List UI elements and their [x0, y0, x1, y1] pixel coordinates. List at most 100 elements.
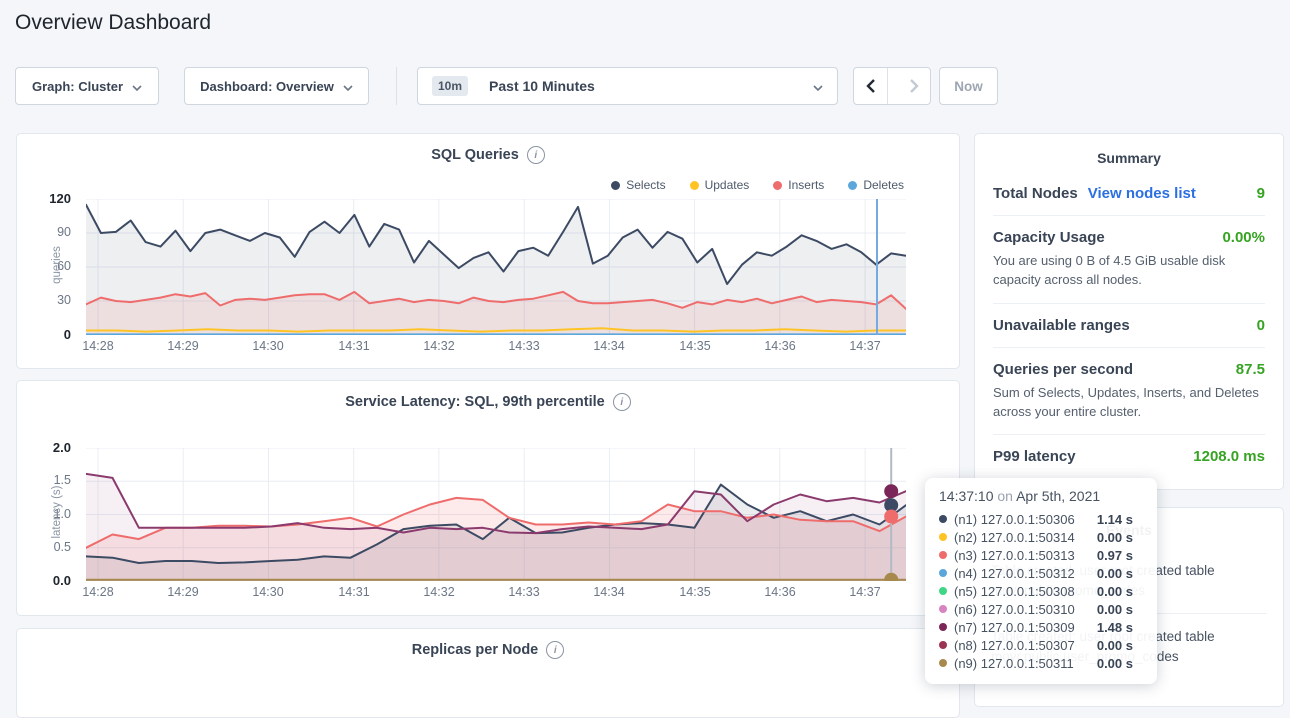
chevron-down-icon: [132, 79, 142, 94]
summary-label: P99 latency: [993, 448, 1076, 466]
legend-item-inserts[interactable]: Inserts: [773, 178, 824, 192]
tooltip-row: (n1) 127.0.0.1:50306 1.14 s: [939, 510, 1143, 528]
tooltip-value: 0.97 s: [1096, 547, 1133, 563]
summary-row-head: P99 latency 1208.0 ms: [993, 448, 1265, 465]
tooltip-value: 0.00 s: [1096, 529, 1133, 545]
series-dot-icon: [939, 569, 947, 577]
x-axis-labels: 14:28 14:29 14:30 14:31 14:32 14:33 14:34 14:35…: [82, 585, 906, 601]
y-tick-label: 0: [63, 327, 71, 342]
hover-dot: [884, 509, 899, 524]
y-tick-label: 120: [49, 191, 71, 206]
hover-dot: [884, 498, 899, 513]
now-button[interactable]: Now: [939, 67, 998, 105]
info-icon[interactable]: [612, 393, 631, 411]
x-tick-label: 14:32: [423, 339, 455, 353]
x-tick-label: 14:34: [593, 585, 625, 599]
y-axis-unit: queries: [51, 246, 63, 284]
chevron-down-icon: [813, 78, 823, 94]
summary-row: Total Nodes View nodes list 9: [993, 172, 1265, 216]
legend-item-deletes[interactable]: Deletes: [848, 178, 904, 192]
graph-scope-dropdown[interactable]: Graph: Cluster: [15, 67, 159, 105]
tooltip-node: (n5) 127.0.0.1:50308: [954, 583, 1075, 599]
chevron-right-icon: [909, 79, 919, 93]
tooltip-value: 0.00 s: [1096, 655, 1133, 671]
sql-queries-chart[interactable]: [86, 199, 906, 335]
chart-title-row: Service Latency: SQL, 99th percentile: [17, 393, 959, 411]
summary-row: Capacity Usage 0.00% You are using 0 B of …: [993, 216, 1265, 304]
x-tick-label: 14:28: [82, 585, 114, 599]
info-icon[interactable]: [546, 641, 565, 659]
step-forward-button[interactable]: [897, 68, 930, 104]
summary-value: 1208.0 ms: [1193, 448, 1265, 466]
x-tick-label: 14:33: [508, 339, 540, 353]
chart-title-row: SQL Queries: [17, 146, 959, 164]
chart-line--n7-127-0-0-1-50309: [86, 472, 906, 535]
chevron-down-icon: [343, 79, 353, 94]
view-nodes-link[interactable]: View nodes list: [1087, 185, 1196, 202]
summary-label: Capacity Usage: [993, 229, 1105, 246]
tooltip-value: 1.48 s: [1096, 619, 1133, 635]
chart-title-row: Replicas per Node: [17, 641, 959, 659]
chart-line--n3-127-0-0-1-50313: [86, 496, 906, 549]
tooltip-row: (n8) 127.0.0.1:50307 0.00 s: [939, 636, 1143, 654]
x-tick-label: 14:36: [764, 585, 796, 599]
time-range-dropdown[interactable]: 10m Past 10 Minutes: [417, 67, 838, 105]
tooltip-date: Apr 5th, 2021: [1016, 488, 1101, 504]
x-tick-label: 14:31: [338, 339, 370, 353]
plot-area: [86, 448, 906, 581]
summary-subtext: Sum of Selects, Updates, Inserts, and De…: [993, 384, 1259, 419]
tooltip-node: (n8) 127.0.0.1:50307: [954, 637, 1075, 653]
service-latency-card: Service Latency: SQL, 99th percentile 0.…: [16, 380, 960, 616]
plot-area: [86, 199, 906, 335]
summary-subtext: You are using 0 B of 4.5 GiB usable disk…: [993, 253, 1226, 287]
tooltip-row: (n4) 127.0.0.1:50312 0.00 s: [939, 564, 1143, 582]
summary-value: 0: [1256, 316, 1265, 334]
page-title: Overview Dashboard: [15, 11, 212, 34]
tooltip-row: (n6) 127.0.0.1:50310 0.00 s: [939, 600, 1143, 618]
y-tick-label: 0.0: [52, 573, 71, 588]
x-tick-label: 14:30: [252, 585, 284, 599]
x-tick-label: 14:35: [679, 585, 711, 599]
summary-row-head: Unavailable ranges 0: [993, 317, 1265, 334]
legend-label: Inserts: [788, 178, 825, 192]
series-dot-icon: [939, 533, 947, 541]
x-tick-label: 14:36: [764, 339, 796, 353]
y-tick-label: 30: [57, 293, 71, 307]
time-range-label: Past 10 Minutes: [489, 78, 595, 94]
legend-dot-icon: [773, 180, 783, 190]
summary-title: Summary: [1097, 150, 1161, 166]
chart-title: Service Latency: SQL, 99th percentile: [345, 394, 605, 410]
sql-queries-card: SQL Queries Selects Updates Inserts Deletes…: [16, 133, 960, 369]
y-tick-label: 2.0: [52, 440, 71, 455]
summary-value: 0.00%: [1222, 229, 1265, 246]
dashboard-dropdown[interactable]: Dashboard: Overview: [184, 67, 369, 105]
tooltip-node: (n1) 127.0.0.1:50306: [954, 511, 1075, 527]
legend-item-selects[interactable]: Selects: [611, 178, 666, 192]
tooltip-row: (n7) 127.0.0.1:50309 1.48 s: [939, 618, 1143, 636]
summary-panel: Summary Total Nodes View nodes list 9 Capac…: [974, 133, 1284, 490]
tooltip-row: (n9) 127.0.0.1:50311 0.00 s: [939, 654, 1143, 672]
summary-row: Queries per second 87.5 Sum of Selects, Up…: [993, 348, 1265, 436]
tooltip-node: (n2) 127.0.0.1:50314: [954, 529, 1075, 545]
summary-label: Queries per second: [993, 360, 1134, 378]
x-tick-label: 14:29: [167, 339, 199, 353]
legend-item-updates[interactable]: Updates: [689, 178, 749, 192]
series-dot-icon: [939, 605, 947, 613]
y-axis-unit: latency (s): [51, 485, 63, 539]
x-tick-label: 14:37: [849, 585, 881, 599]
info-icon[interactable]: [526, 146, 545, 164]
y-tick-label: 0.5: [53, 539, 71, 554]
dashboard-label: Dashboard: Overview: [200, 78, 334, 94]
overview-dashboard-page: Overview Dashboard Graph: Cluster Dashbo…: [0, 0, 1290, 689]
x-tick-label: 14:32: [423, 585, 455, 599]
summary-value: 9: [1256, 185, 1265, 202]
x-tick-label: 14:37: [849, 339, 881, 353]
chart-title: SQL Queries: [431, 147, 519, 163]
chart-line-updates: [86, 327, 906, 333]
tooltip-row: (n5) 127.0.0.1:50308 0.00 s: [939, 582, 1143, 600]
summary-label: Unavailable ranges: [993, 316, 1130, 334]
step-back-button[interactable]: [854, 68, 888, 104]
service-latency-chart[interactable]: [86, 448, 906, 581]
chart-line-inserts: [86, 290, 906, 310]
legend-dot-icon: [611, 180, 621, 190]
